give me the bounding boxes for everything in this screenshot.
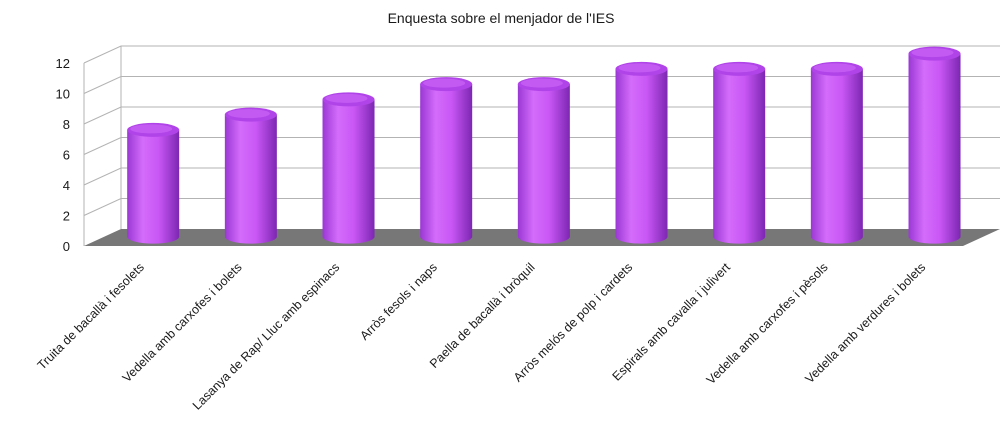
gridline: [83, 76, 1000, 94]
gridline: [83, 106, 1000, 125]
bar: [224, 107, 277, 244]
x-tick-label: Truita de bacallà i fesolets: [35, 260, 147, 372]
bar-body: [713, 68, 766, 244]
bar: [908, 46, 961, 244]
grid: [83, 45, 1000, 246]
y-tick-label: 4: [63, 178, 70, 193]
gridline: [83, 45, 1000, 64]
bar-top: [420, 77, 473, 92]
y-tick-label: 12: [56, 56, 70, 71]
bar-body: [810, 68, 863, 244]
bar-body: [908, 53, 961, 244]
bar-top: [517, 77, 570, 92]
gridline: [83, 167, 1000, 186]
y-tick-label: 10: [56, 87, 70, 102]
gridline: [83, 198, 1000, 216]
bar-top: [322, 92, 375, 107]
bar-top-highlight: [130, 124, 173, 134]
x-tick-label: Paella de bacallà i bròquil: [427, 260, 538, 371]
bar: [127, 122, 180, 244]
bar-top: [615, 61, 668, 76]
bar-top-highlight: [520, 78, 563, 88]
y-tick-label: 6: [63, 148, 70, 163]
bar-top: [810, 61, 863, 76]
y-tick-label: 8: [63, 117, 70, 132]
bar-body: [517, 84, 570, 244]
bar-body: [224, 114, 277, 244]
y-tick-label: 2: [63, 209, 70, 224]
bars: [127, 46, 961, 244]
bar-top: [908, 46, 961, 61]
bar-body: [127, 129, 180, 244]
bar: [713, 61, 766, 244]
x-tick-label: Arròs fesols i naps: [357, 260, 440, 343]
bar-top-highlight: [325, 93, 368, 103]
bar-top-highlight: [227, 109, 270, 119]
bar: [517, 77, 570, 244]
bar-body: [322, 99, 375, 244]
y-tick-label: 0: [63, 239, 70, 254]
bar-top-highlight: [813, 63, 856, 73]
bar-top-highlight: [618, 63, 661, 73]
bar-top-highlight: [423, 78, 466, 88]
bar-top-highlight: [716, 63, 759, 73]
bar-body: [615, 68, 668, 244]
bar-top-highlight: [911, 48, 954, 58]
bar: [420, 77, 473, 244]
bar-body: [420, 84, 473, 244]
bar-top: [224, 107, 277, 122]
chart-title: Enquesta sobre el menjador de l'IES: [387, 10, 615, 26]
y-axis: 0 2 4 6 8 10 12: [56, 56, 70, 254]
bar: [322, 92, 375, 244]
bar-top: [127, 122, 180, 137]
bar: [810, 61, 863, 244]
gridline: [83, 137, 1000, 155]
bar-top: [713, 61, 766, 76]
bar: [615, 61, 668, 244]
